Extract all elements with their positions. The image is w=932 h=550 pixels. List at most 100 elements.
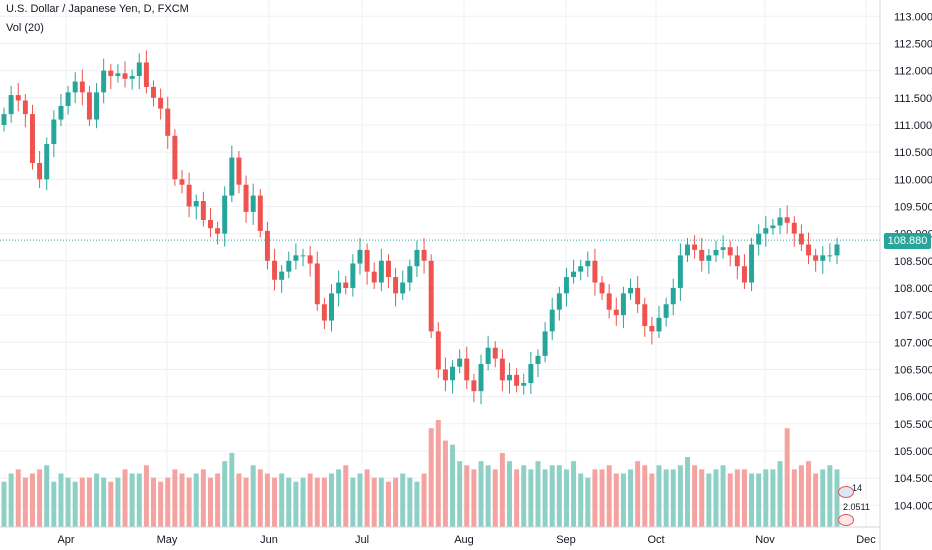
candle-body — [393, 277, 399, 294]
dividends-badge[interactable]: 2.0511 — [843, 502, 870, 512]
volume-bar — [193, 473, 199, 527]
candle-body — [101, 70, 107, 93]
flag-icon[interactable] — [838, 486, 854, 498]
volume-bar — [699, 469, 705, 527]
candle-body — [165, 108, 171, 136]
y-tick-label: 106.000 — [894, 392, 932, 404]
candle-body — [279, 271, 285, 280]
candle-body — [15, 95, 21, 101]
candle-body — [720, 247, 726, 250]
candle-body — [378, 260, 384, 283]
volume-bar — [457, 461, 463, 527]
candle-body — [357, 249, 363, 264]
y-tick-label: 113.000 — [894, 11, 932, 23]
volume-bar — [663, 469, 669, 527]
candle-body — [749, 244, 755, 283]
candle-body — [414, 249, 420, 267]
volume-bar — [435, 420, 441, 527]
candle-body — [706, 255, 712, 261]
volume-bar — [549, 465, 555, 527]
candle-body — [172, 135, 178, 180]
volume-indicator-label[interactable]: Vol (20) — [6, 22, 44, 34]
candle-body — [628, 287, 634, 294]
volume-bar — [293, 481, 299, 527]
candle-body — [364, 249, 370, 272]
candle-body — [186, 184, 192, 207]
candle-body — [699, 249, 705, 261]
volume-bar — [314, 477, 320, 527]
candle-body — [300, 255, 306, 257]
candle-body — [307, 255, 313, 264]
candle-body — [37, 162, 43, 180]
y-tick-label: 105.000 — [894, 446, 932, 458]
volume-bar — [8, 473, 14, 527]
candle-body — [143, 62, 149, 87]
volume-bar — [151, 477, 157, 527]
candle-body — [215, 228, 221, 234]
candle-body — [207, 220, 213, 229]
candle-body — [250, 195, 256, 212]
volume-bar — [222, 461, 228, 527]
y-tick-label: 104.500 — [894, 473, 932, 485]
candle-body — [620, 293, 626, 316]
volume-bar — [784, 428, 790, 527]
volume-bar — [834, 469, 840, 527]
candle-body — [649, 325, 655, 332]
candle-body — [663, 304, 669, 318]
candle-body — [770, 225, 776, 229]
y-tick-label: 111.000 — [894, 120, 932, 132]
candle-body — [51, 119, 57, 144]
candle-body — [257, 195, 263, 231]
flag-icon[interactable] — [838, 514, 854, 526]
y-tick-label: 110.000 — [894, 174, 932, 186]
y-tick-label: 107.500 — [894, 310, 932, 322]
candle-body — [734, 255, 740, 267]
candle-body — [813, 255, 819, 261]
volume-bar — [706, 473, 712, 527]
volume-bar — [58, 473, 64, 527]
candle-body — [272, 260, 278, 280]
y-tick-label: 105.500 — [894, 419, 932, 431]
volume-bar — [321, 477, 327, 527]
volume-bar — [492, 469, 498, 527]
candle-body — [613, 309, 619, 316]
volume-bar — [158, 481, 164, 527]
volume-bar — [101, 477, 107, 527]
candle-body — [8, 95, 14, 115]
volume-bar — [79, 477, 85, 527]
volume-bar — [620, 473, 626, 527]
volume-bar — [272, 477, 278, 527]
candle-body — [321, 304, 327, 321]
candle-body — [58, 105, 64, 120]
volume-bar — [450, 444, 456, 527]
y-tick-label: 109.500 — [894, 201, 932, 213]
candle-body — [670, 287, 676, 305]
volume-bar — [165, 477, 171, 527]
volume-bar — [585, 477, 591, 527]
candle-body — [635, 287, 641, 305]
volume-bar — [692, 465, 698, 527]
chart-title: U.S. Dollar / Japanese Yen, D, FXCM — [6, 3, 189, 15]
volume-bar — [635, 461, 641, 527]
candle-body — [400, 282, 406, 294]
volume-bar — [499, 452, 505, 527]
candle-body — [820, 255, 826, 261]
candle-body — [94, 92, 100, 120]
volume-bar — [749, 473, 755, 527]
y-tick-label: 111.500 — [894, 93, 932, 105]
candle-body — [329, 293, 334, 321]
events-count-badge[interactable]: 14 — [852, 483, 863, 493]
candle-body — [784, 217, 790, 223]
candle-body — [834, 244, 840, 256]
volume-bar — [236, 473, 242, 527]
volume-bar — [734, 469, 740, 527]
volume-bar — [15, 469, 21, 527]
candle-body — [421, 249, 427, 261]
volume-bar — [642, 465, 648, 527]
volume-bar — [798, 465, 804, 527]
candle-body — [435, 331, 441, 370]
candle-body — [343, 282, 349, 288]
volume-bar — [108, 481, 114, 527]
volume-bar — [186, 477, 192, 527]
